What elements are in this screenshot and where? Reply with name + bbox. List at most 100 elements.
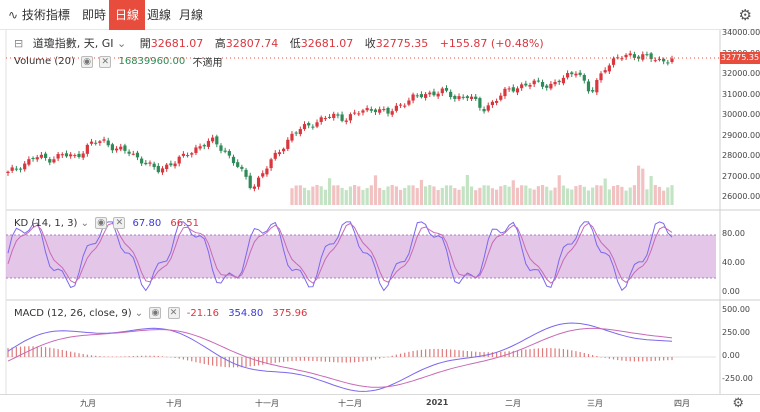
- close-icon[interactable]: ✕: [99, 55, 112, 68]
- volume-bar: [344, 190, 348, 205]
- candle-body: [102, 139, 106, 141]
- candle: [591, 87, 595, 94]
- candle-body: [348, 114, 353, 121]
- candle: [432, 88, 436, 97]
- macd-histogram-bar: [399, 353, 402, 357]
- candle-body: [165, 164, 169, 170]
- macd-histogram-bar: [320, 357, 322, 362]
- close-icon[interactable]: ✕: [113, 217, 126, 229]
- kd-label[interactable]: KD (14, 1, 3): [14, 217, 78, 229]
- macd-histogram-bar: [24, 346, 26, 357]
- volume-bar: [499, 186, 503, 205]
- volume-label[interactable]: Volume (20): [14, 56, 75, 67]
- candle-body: [628, 53, 632, 56]
- candle-body: [89, 141, 94, 144]
- time-axis[interactable]: 九月 十月 十一月 十二月 2021 二月 三月 四月 ⚙: [0, 394, 760, 412]
- settings-gear-icon[interactable]: ⚙: [732, 396, 744, 411]
- candle: [198, 143, 202, 151]
- macd-histogram-bar: [149, 355, 151, 357]
- candle: [48, 156, 52, 166]
- macd-histogram-bar: [370, 357, 372, 361]
- candle-body: [156, 165, 160, 173]
- macd-histogram-bar: [575, 351, 577, 357]
- chevron-down-icon[interactable]: ⌄: [134, 307, 144, 319]
- x-tick-label: 三月: [587, 399, 603, 408]
- volume-bar: [645, 189, 649, 205]
- eye-icon[interactable]: ◉: [95, 217, 108, 229]
- candle: [666, 59, 670, 66]
- candle-body: [369, 109, 373, 111]
- candle: [173, 161, 177, 169]
- symbol-label[interactable]: 道瓊指數, 天, GI: [32, 37, 114, 50]
- volume-bar: [578, 185, 582, 205]
- volume-bar: [315, 185, 319, 205]
- volume-bar: [595, 185, 599, 205]
- tab-realtime[interactable]: 即時: [82, 8, 107, 22]
- chevron-down-icon[interactable]: ⌄: [80, 217, 89, 229]
- volume-bar: [298, 185, 302, 205]
- candle: [219, 143, 223, 154]
- macd-histogram-bar: [454, 349, 456, 357]
- candle-body: [198, 146, 202, 149]
- macd-histogram-bar: [479, 351, 481, 357]
- candle: [415, 93, 419, 98]
- macd-histogram-bar: [191, 357, 193, 362]
- eye-icon[interactable]: ◉: [149, 307, 162, 319]
- macd-histogram-bar: [120, 356, 122, 357]
- tab-daily[interactable]: 日線: [109, 0, 146, 30]
- volume-bar: [411, 185, 415, 205]
- candle: [231, 154, 236, 166]
- volume-bar: [482, 185, 486, 205]
- chevron-down-icon[interactable]: ⌄: [116, 36, 127, 50]
- candle-body: [298, 129, 302, 135]
- macd-histogram-bar: [178, 357, 180, 359]
- volume-bar: [302, 187, 307, 205]
- candle: [532, 78, 536, 87]
- macd-histogram-bar: [157, 355, 159, 357]
- candle-body: [194, 147, 198, 153]
- macd-histogram-bar: [496, 352, 498, 357]
- macd-histogram-bar: [328, 357, 331, 362]
- macd-histogram-bar: [132, 356, 134, 357]
- candle: [540, 79, 545, 90]
- candle: [256, 175, 261, 190]
- candle: [620, 56, 624, 61]
- d-value: 66.51: [170, 217, 200, 229]
- candle-body: [185, 155, 190, 157]
- candle-body: [486, 105, 490, 111]
- volume-bar: [624, 190, 628, 205]
- macd-histogram-bar: [174, 357, 176, 358]
- candle-body: [499, 95, 503, 100]
- macd-histogram-bar: [362, 357, 364, 362]
- macd-histogram-bar: [95, 355, 97, 357]
- collapse-icon[interactable]: ⊟: [14, 36, 24, 50]
- macd-value: 354.80: [228, 307, 264, 319]
- settings-gear-icon[interactable]: ⚙: [738, 6, 752, 24]
- macd-histogram-bar: [19, 346, 22, 357]
- macd-label[interactable]: MACD (12, 26, close, 9): [14, 307, 132, 319]
- macd-histogram-bar: [145, 355, 147, 357]
- candle: [307, 121, 311, 129]
- candle: [440, 86, 444, 96]
- candle: [211, 134, 215, 144]
- candle-body: [645, 54, 649, 56]
- candle-body: [60, 154, 64, 156]
- close-icon[interactable]: ✕: [167, 307, 180, 319]
- candle: [311, 124, 315, 130]
- volume-bar: [574, 186, 578, 205]
- tab-monthly[interactable]: 月線: [179, 8, 204, 22]
- candle-body: [662, 58, 666, 62]
- volume-bar: [666, 187, 670, 205]
- indicators-button[interactable]: ∿ 技術指標: [8, 8, 70, 22]
- volume-bars: [290, 165, 674, 205]
- macd-histogram-bar: [445, 349, 448, 357]
- volume-bar: [495, 189, 499, 205]
- volume-bar: [373, 175, 378, 205]
- candle-body: [14, 168, 18, 170]
- candle-body: [515, 88, 520, 93]
- volume-bar: [432, 186, 436, 205]
- tab-weekly[interactable]: 週線: [147, 8, 172, 22]
- eye-icon[interactable]: ◉: [81, 55, 94, 68]
- macd-tick-label: -250.00: [722, 374, 753, 383]
